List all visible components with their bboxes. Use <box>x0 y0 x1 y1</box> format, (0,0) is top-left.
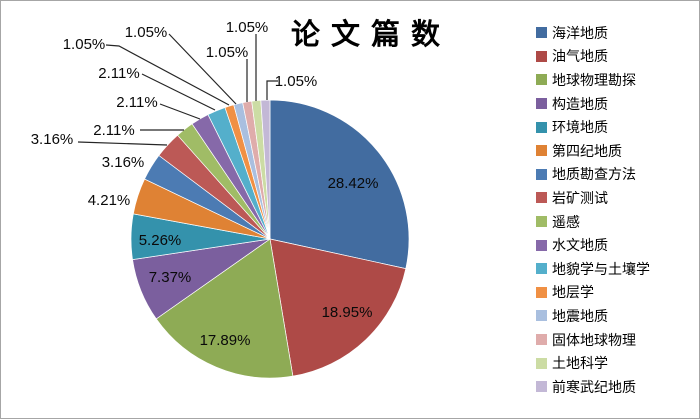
leader-line <box>159 103 201 120</box>
leader-line <box>141 73 216 111</box>
legend-label: 地层学 <box>552 286 594 302</box>
legend-label: 地貌学与土壤学 <box>552 262 650 278</box>
chart-title: 论文篇数 <box>290 19 452 51</box>
percent-label: 7.37% <box>149 269 192 286</box>
percent-label: 1.05% <box>226 19 269 36</box>
legend-item[interactable]: 第四纪地质 <box>536 139 650 163</box>
percent-label: 17.89% <box>200 332 251 349</box>
legend-swatch <box>536 239 547 251</box>
legend-item[interactable]: 环境地质 <box>536 115 650 139</box>
legend-label: 前寒武纪地质 <box>552 380 636 396</box>
legend-item[interactable]: 前寒武纪地质 <box>536 375 650 399</box>
legend-swatch <box>536 381 547 393</box>
percent-label: 1.05% <box>275 73 318 90</box>
percent-label: 1.05% <box>206 44 249 61</box>
legend-swatch <box>536 310 547 322</box>
legend: 海洋地质油气地质地球物理勘探 构造地质环境地质第四纪地质地质勘查方法 岩矿测试遥感水… <box>536 21 650 399</box>
legend-item[interactable]: 地貌学与土壤学 <box>536 257 650 281</box>
percent-label: 2.11% <box>93 122 134 139</box>
legend-swatch <box>536 286 547 298</box>
legend-swatch <box>536 74 547 86</box>
legend-item[interactable]: 固体地球物理 <box>536 328 650 352</box>
legend-item[interactable]: 地震地质 <box>536 304 650 328</box>
legend-swatch <box>536 216 547 228</box>
legend-item[interactable]: 土地科学 <box>536 351 650 375</box>
percent-label: 3.16% <box>102 154 145 171</box>
percent-label: 2.11% <box>116 94 157 111</box>
legend-label: 地震地质 <box>552 309 608 325</box>
leader-line <box>77 141 168 146</box>
legend-item[interactable]: 地层学 <box>536 281 650 305</box>
percent-label: 1.05% <box>63 36 106 53</box>
percent-label: 1.05% <box>125 24 168 41</box>
legend-label: 油气地质 <box>552 50 608 66</box>
legend-item[interactable]: 构造地质 <box>536 92 650 116</box>
legend-swatch <box>536 145 547 157</box>
legend-swatch <box>536 168 547 180</box>
legend-label: 遥感 <box>552 215 580 231</box>
legend-label: 环境地质 <box>552 121 608 137</box>
leader-line <box>266 80 278 100</box>
percent-label: 3.16% <box>31 131 74 148</box>
legend-label: 地球物理勘探 <box>552 73 636 89</box>
legend-label: 固体地球物理 <box>552 333 636 349</box>
legend-item[interactable]: 遥感 <box>536 210 650 234</box>
legend-swatch <box>536 263 547 275</box>
percent-label: 4.21% <box>88 192 131 209</box>
legend-label: 第四纪地质 <box>552 144 622 160</box>
pie-slice[interactable] <box>260 99 271 240</box>
legend-swatch <box>536 50 547 62</box>
leader-line <box>168 33 237 105</box>
percent-label: 2.11% <box>98 65 139 82</box>
legend-item[interactable]: 岩矿测试 <box>536 186 650 210</box>
legend-label: 土地科学 <box>552 357 608 373</box>
pie-slice[interactable] <box>155 238 294 379</box>
leader-line <box>105 44 230 106</box>
pie-slice[interactable] <box>269 238 407 377</box>
legend-swatch <box>536 27 547 39</box>
legend-label: 构造地质 <box>552 97 608 113</box>
percent-label: 5.26% <box>139 232 182 249</box>
percent-label: 18.95% <box>322 304 373 321</box>
pie-slice[interactable] <box>269 99 410 270</box>
percent-label: 28.42% <box>328 175 379 192</box>
legend-swatch <box>536 192 547 204</box>
legend-swatch <box>536 357 547 369</box>
legend-label: 水文地质 <box>552 239 608 255</box>
legend-item[interactable]: 海洋地质 <box>536 21 650 45</box>
legend-item[interactable]: 油气地质 <box>536 45 650 69</box>
legend-item[interactable]: 地质勘查方法 <box>536 163 650 187</box>
legend-label: 岩矿测试 <box>552 191 608 207</box>
legend-label: 海洋地质 <box>552 26 608 42</box>
legend-swatch <box>536 334 547 346</box>
legend-label: 地质勘查方法 <box>552 168 636 184</box>
legend-item[interactable]: 水文地质 <box>536 233 650 257</box>
legend-swatch <box>536 98 547 110</box>
legend-swatch <box>536 121 547 133</box>
legend-item[interactable]: 地球物理勘探 <box>536 68 650 92</box>
